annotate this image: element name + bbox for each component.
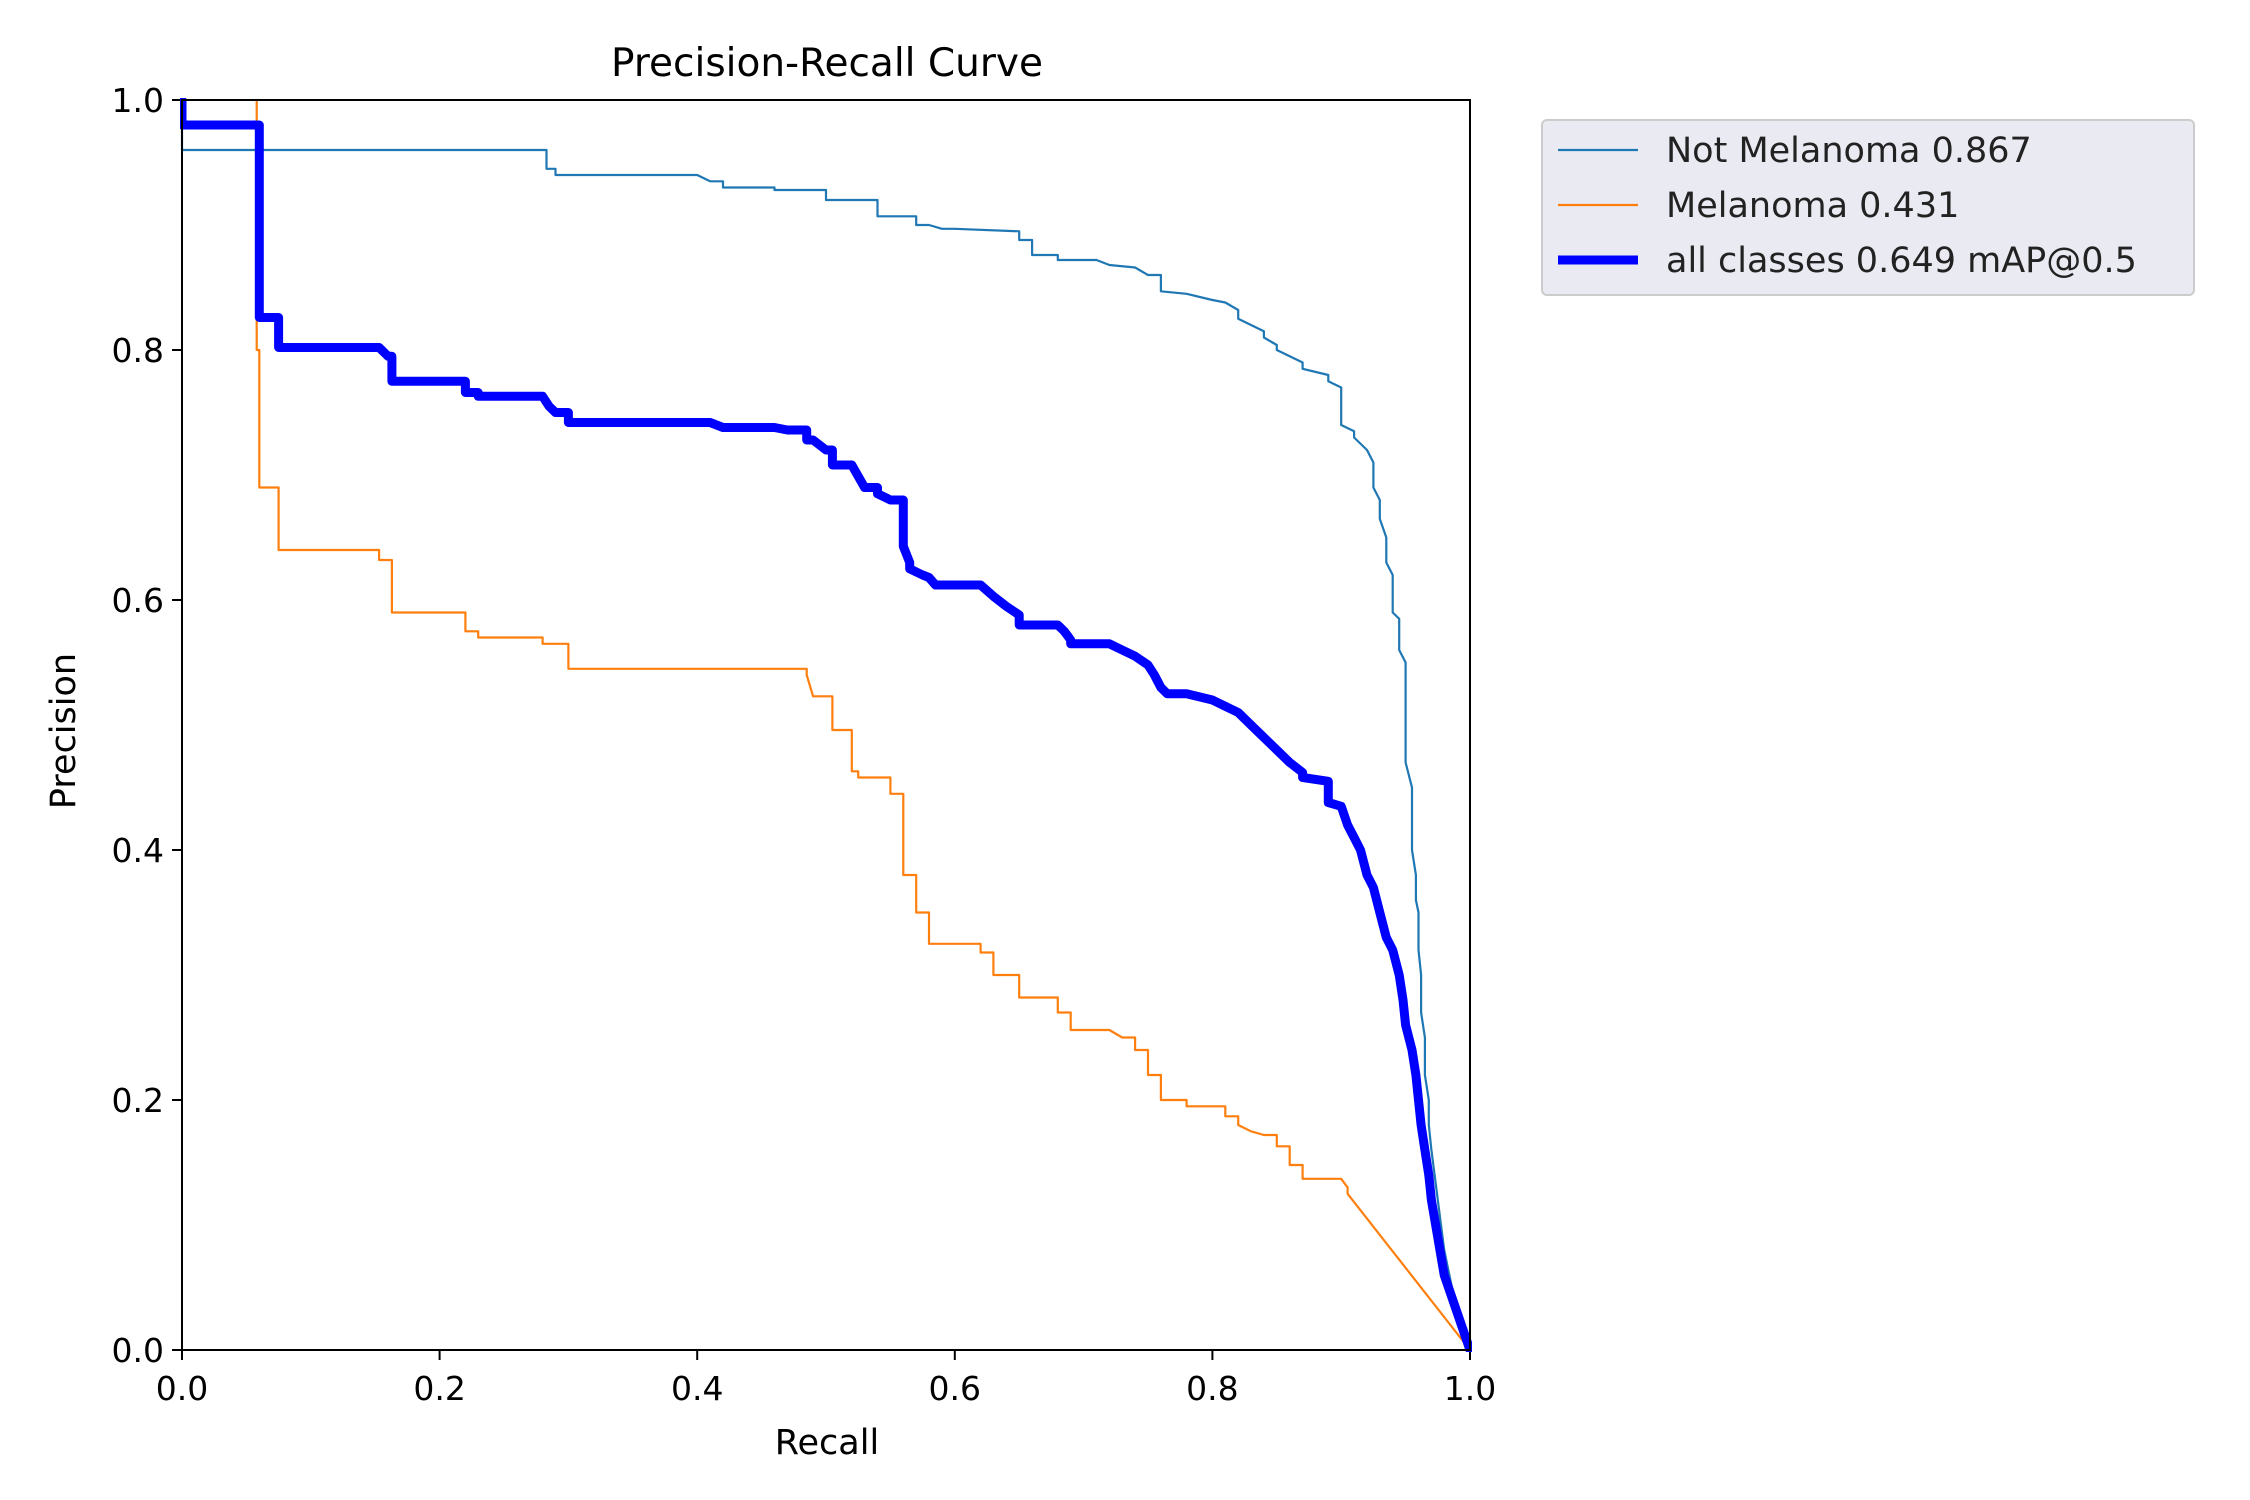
x-axis-title: Recall	[775, 1423, 879, 1463]
legend-box	[1541, 119, 2195, 296]
series-line-1	[180, 98, 1472, 1352]
legend: Not Melanoma 0.867 Melanoma 0.431 all clas…	[1541, 119, 2195, 296]
y-axis-title: Precision	[44, 653, 84, 809]
series-lines	[180, 98, 1472, 1352]
legend-entry: Not Melanoma 0.867	[1666, 131, 2032, 171]
legend-entry: all classes 0.649 mAP@0.5	[1666, 241, 2137, 281]
axis-ticks: 0.0 0.2 0.4 0.6 0.8 1.0 0.0 0.2 0.4 0.6 0.8 1.0	[112, 81, 1497, 1408]
y-tick-label: 0.6	[112, 581, 164, 620]
x-tick-label: 0.8	[1186, 1369, 1238, 1408]
plot-frame	[181, 99, 1471, 1351]
y-tick-label: 0.4	[112, 831, 164, 870]
y-tick-label: 0.8	[112, 331, 164, 370]
series-line-2	[255, 98, 1472, 1352]
y-tick-label: 0.0	[112, 1331, 164, 1370]
y-tick-label: 0.2	[112, 1081, 164, 1120]
legend-entry: Melanoma 0.431	[1666, 186, 1959, 226]
x-tick-label: 0.4	[671, 1369, 723, 1408]
y-tick-label: 1.0	[112, 81, 164, 120]
series-line-3	[180, 98, 1472, 1352]
x-tick-label: 1.0	[1444, 1369, 1496, 1408]
x-tick-label: 0.2	[413, 1369, 465, 1408]
x-tick-label: 0.6	[929, 1369, 981, 1408]
chart-title: Precision-Recall Curve	[611, 41, 1043, 86]
x-tick-label: 0.0	[156, 1369, 208, 1408]
